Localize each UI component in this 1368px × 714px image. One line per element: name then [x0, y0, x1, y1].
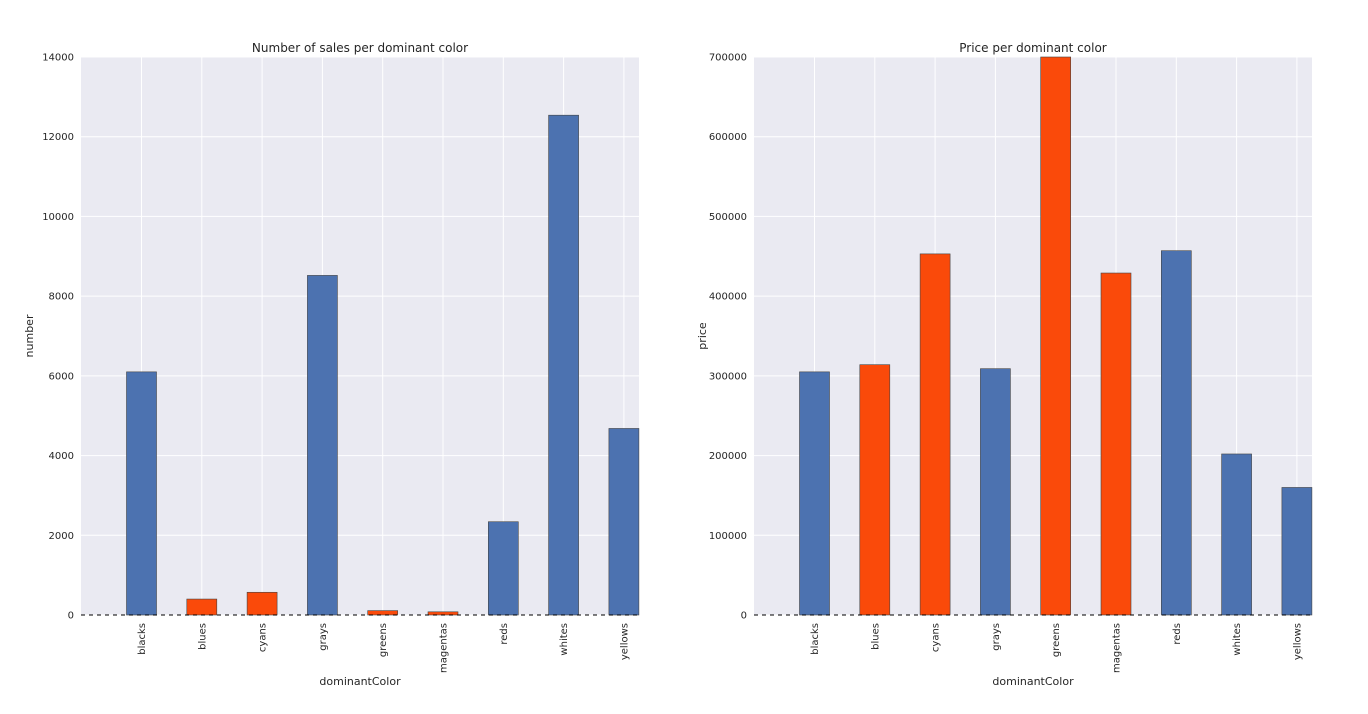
- bar-blacks: [126, 371, 157, 616]
- bar-blacks: [799, 371, 830, 616]
- y-tick-label: 500000: [709, 212, 747, 223]
- y-tick-label: 14000: [42, 53, 74, 64]
- bar-grays: [307, 275, 338, 616]
- y-tick-label: 6000: [49, 371, 74, 382]
- x-tick-label: yellows: [619, 623, 630, 660]
- bar-cyans: [246, 591, 278, 616]
- x-tick-label: yellows: [1292, 623, 1303, 660]
- chart-title: Price per dominant color: [959, 41, 1107, 55]
- chart-1: 0 2000 4000 6000 8000 10000 12000 14000 blacks bl…: [23, 41, 640, 688]
- bar-greens: [1040, 56, 1071, 616]
- x-tick-label: cyans: [258, 623, 269, 652]
- bar-whites: [548, 114, 579, 616]
- y-tick-label: 100000: [709, 531, 747, 542]
- bar-reds: [487, 521, 519, 616]
- y-tick-label: 8000: [49, 292, 74, 303]
- x-tick-label: whites: [559, 623, 570, 656]
- x-tick-label: reds: [499, 623, 510, 645]
- bar-greens: [367, 610, 399, 616]
- x-tick-label: magentas: [439, 623, 450, 673]
- y-tick-label: 600000: [709, 132, 747, 143]
- x-tick-label: greens: [378, 623, 389, 657]
- x-axis-label: dominantColor: [319, 675, 401, 688]
- y-tick-label: 12000: [42, 132, 74, 143]
- plot-area: [81, 57, 639, 615]
- bar-grays: [980, 368, 1011, 616]
- x-tick-label: blues: [197, 623, 208, 650]
- y-tick-label: 700000: [709, 53, 747, 64]
- x-tick-label: reds: [1172, 623, 1183, 645]
- y-tick-label: 200000: [709, 451, 747, 462]
- y-tick-label: 4000: [49, 451, 74, 462]
- y-tick-label: 0: [68, 611, 74, 622]
- x-tick-label: cyans: [931, 623, 942, 652]
- bar-blues: [186, 598, 218, 616]
- bar-blues: [859, 364, 891, 616]
- x-tick-label: magentas: [1112, 623, 1123, 673]
- bar-magentas: [1100, 272, 1132, 616]
- y-axis-label: number: [23, 314, 36, 357]
- y-tick-label: 2000: [49, 531, 74, 542]
- bar-reds: [1161, 250, 1192, 616]
- x-tick-label: grays: [318, 623, 329, 651]
- y-tick-label: 400000: [709, 292, 747, 303]
- y-tick-label: 10000: [42, 212, 74, 223]
- x-tick-label: grays: [991, 623, 1002, 651]
- y-tick-label: 300000: [709, 371, 747, 382]
- plot-area: [754, 57, 1312, 615]
- y-axis-label: price: [696, 322, 709, 350]
- x-axis-label: dominantColor: [992, 675, 1074, 688]
- x-tick-label: blacks: [137, 623, 148, 655]
- x-tick-label: whites: [1232, 623, 1243, 656]
- x-tick-label: blacks: [810, 623, 821, 655]
- x-tick-label: greens: [1051, 623, 1062, 657]
- y-tick-label: 0: [741, 611, 747, 622]
- bar-whites: [1221, 453, 1252, 616]
- x-tick-label: blues: [870, 623, 881, 650]
- bar-cyans: [919, 253, 951, 616]
- chart-2: 0 100000 200000 300000 400000 500000 600000 700…: [696, 41, 1313, 688]
- bar-yellows: [608, 428, 640, 616]
- bar-yellows: [1281, 487, 1313, 616]
- chart-title: Number of sales per dominant color: [252, 41, 468, 55]
